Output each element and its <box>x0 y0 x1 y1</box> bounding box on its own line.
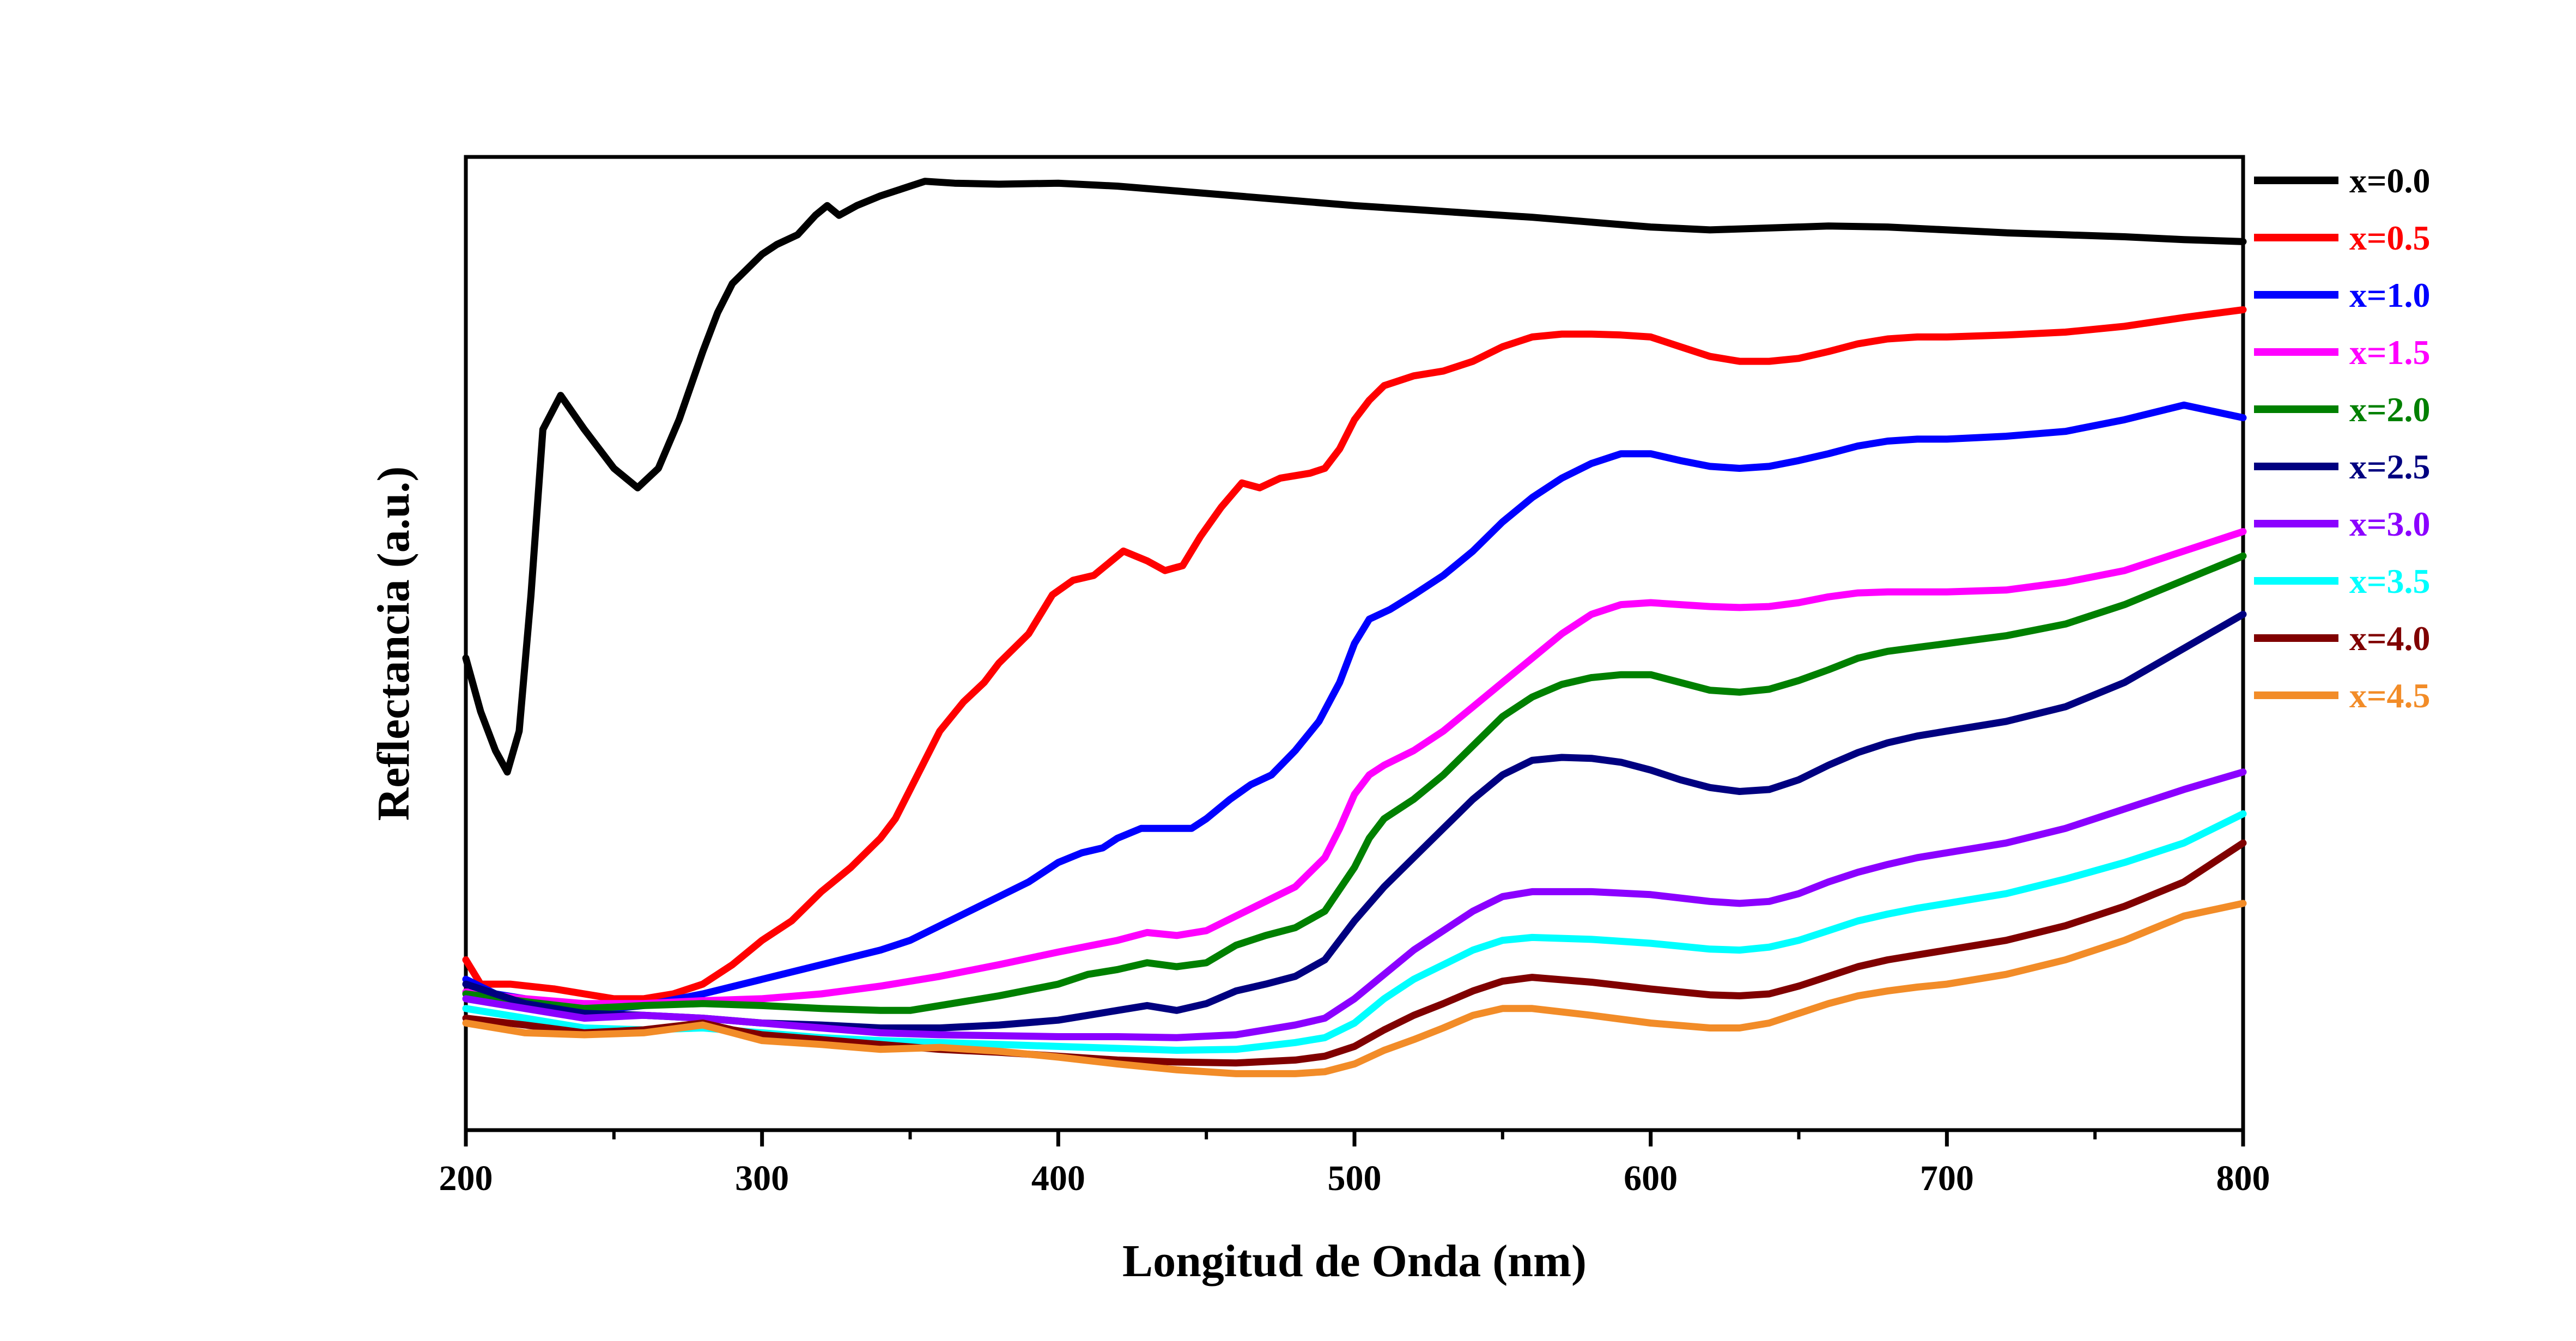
series-line-x=4.5 <box>462 900 2247 1077</box>
series-line-x=3.0 <box>462 768 2247 1041</box>
legend-label: x=4.0 <box>2349 619 2430 658</box>
x-tick-label: 500 <box>1328 1158 1382 1198</box>
x-axis-label: Longitud de Onda (nm) <box>1122 1236 1587 1287</box>
legend-label: x=2.0 <box>2349 390 2430 429</box>
y-axis-label: Reflectancia (a.u.) <box>368 466 419 821</box>
x-tick-label: 400 <box>1031 1158 1085 1198</box>
series-line-x=1.0 <box>462 401 2247 1012</box>
x-tick-label: 700 <box>1920 1158 1974 1198</box>
x-tick-label: 200 <box>439 1158 493 1198</box>
legend-label: x=0.0 <box>2349 161 2430 200</box>
legend-label: x=3.5 <box>2349 562 2430 600</box>
x-tick-label: 600 <box>1624 1158 1678 1198</box>
legend-label: x=2.5 <box>2349 447 2430 486</box>
series-line-x=0.5 <box>462 306 2247 1003</box>
x-axis-ticks: 200 300 400 500 600 700 800 <box>439 1130 2270 1198</box>
legend-label: x=0.5 <box>2349 219 2430 257</box>
x-tick-label: 300 <box>735 1158 789 1198</box>
series-line-x=0.0 <box>462 178 2247 776</box>
x-tick-label: 800 <box>2216 1158 2270 1198</box>
legend-label: x=4.5 <box>2349 676 2430 715</box>
series-line-x=1.5 <box>462 528 2247 1008</box>
series-line-x=2.5 <box>462 610 2247 1031</box>
legend-label: x=1.0 <box>2349 276 2430 314</box>
legend-label: x=1.5 <box>2349 333 2430 372</box>
series-lines <box>462 178 2247 1077</box>
legend: x=0.0 x=0.5 x=1.0 x=1.5 x=2.0 x=2.5 x=3.0 x=3.5… <box>2254 161 2430 715</box>
plot-area: 200 300 400 500 600 700 800 <box>439 155 2270 1198</box>
legend-label: x=3.0 <box>2349 505 2430 543</box>
series-line-x=4.0 <box>462 839 2247 1067</box>
series-line-x=2.0 <box>462 552 2247 1014</box>
